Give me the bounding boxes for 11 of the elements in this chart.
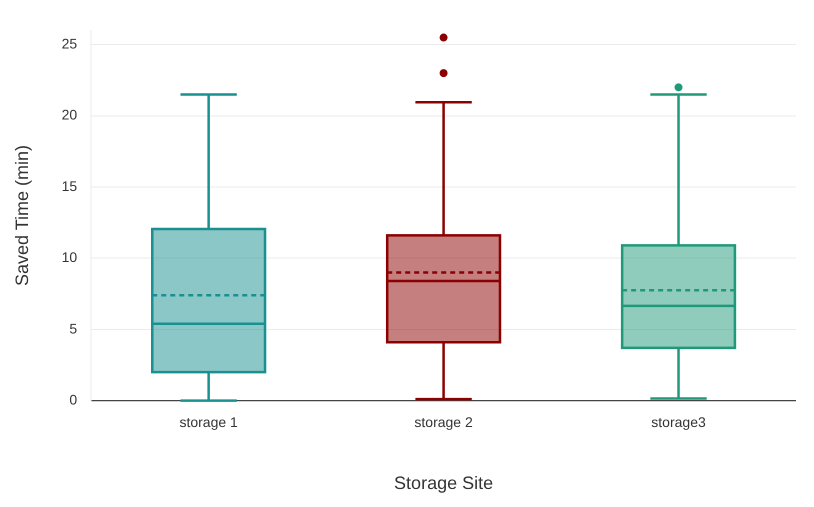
x-tick-label: storage3 xyxy=(651,414,706,430)
y-tick-label: 0 xyxy=(69,391,78,408)
y-tick-label: 5 xyxy=(69,320,78,336)
x-tick-label: storage 1 xyxy=(179,414,238,430)
y-tick-label: 25 xyxy=(62,36,78,52)
y-tick-label: 10 xyxy=(62,249,78,266)
x-axis-title: Storage Site xyxy=(394,473,494,494)
y-axis-title: Saved Time (min) xyxy=(12,144,32,286)
x-tick-label: storage 2 xyxy=(414,414,473,430)
y-tick-label: 15 xyxy=(62,178,78,194)
y-tick-label: 20 xyxy=(62,106,78,123)
